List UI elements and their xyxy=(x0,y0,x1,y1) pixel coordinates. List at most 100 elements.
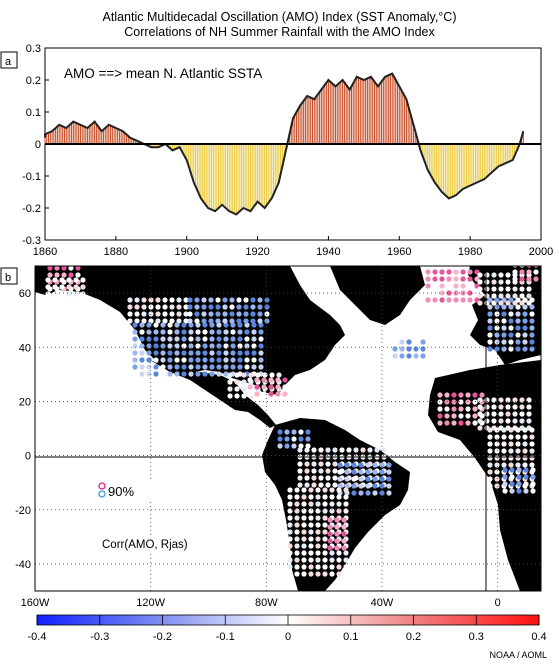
corr-dot xyxy=(284,436,290,442)
corr-dot xyxy=(494,318,500,324)
corr-dot xyxy=(501,346,507,352)
corr-dot xyxy=(45,284,51,290)
corr-dot xyxy=(301,550,307,556)
corr-dot xyxy=(372,469,378,475)
corr-dot xyxy=(494,483,500,489)
corr-dot xyxy=(322,571,328,577)
corr-dot xyxy=(244,350,250,356)
corr-dot xyxy=(425,269,431,275)
corr-dot xyxy=(301,543,307,549)
corr-dot xyxy=(301,487,307,493)
corr-dot xyxy=(258,357,264,363)
corr-dot xyxy=(258,329,264,335)
corr-dot xyxy=(406,339,412,345)
corr-dot xyxy=(47,266,53,271)
corr-dot xyxy=(294,536,300,542)
corr-dot xyxy=(325,447,331,453)
corr-dot xyxy=(446,283,452,289)
corr-dot xyxy=(208,318,214,324)
corr-dot xyxy=(334,538,340,544)
corr-dot xyxy=(460,283,466,289)
corr-dot xyxy=(494,462,500,468)
corr-dot xyxy=(132,364,138,370)
corr-dot xyxy=(275,391,281,397)
corr-dot xyxy=(458,392,464,398)
corr-dot xyxy=(501,339,507,345)
corr-dot xyxy=(287,564,293,570)
corr-dot xyxy=(358,462,364,468)
corr-dot xyxy=(519,418,525,424)
corr-dot xyxy=(329,550,335,556)
corr-dot xyxy=(255,372,261,378)
corr-dot xyxy=(181,357,187,363)
central-america xyxy=(150,360,276,428)
corr-dot xyxy=(153,364,159,370)
corr-dot xyxy=(519,411,525,417)
corr-dot xyxy=(467,297,473,303)
corr-dot xyxy=(494,332,500,338)
corr-dot xyxy=(315,543,321,549)
corr-dot xyxy=(509,481,515,487)
corr-dot xyxy=(413,353,419,359)
corr-dot xyxy=(358,490,364,496)
corr-dot xyxy=(304,447,310,453)
corr-dot xyxy=(59,284,65,290)
corr-dot xyxy=(258,350,264,356)
corr-dot xyxy=(472,413,478,419)
corr-dot xyxy=(284,443,290,449)
corr-dot xyxy=(336,571,342,577)
corr-dot xyxy=(241,393,247,399)
corr-dot xyxy=(315,494,321,500)
corr-dot xyxy=(230,329,236,335)
corr-dot xyxy=(202,357,208,363)
corr-dot xyxy=(341,531,347,537)
corr-dot xyxy=(515,462,521,468)
corr-dot xyxy=(505,397,511,403)
corr-dot xyxy=(155,318,161,324)
corr-dot xyxy=(241,379,247,385)
colorbar-tick-label: -0.1 xyxy=(216,631,235,643)
corr-dot xyxy=(194,297,200,303)
corr-dot xyxy=(268,377,274,383)
corr-dot xyxy=(209,336,215,342)
corr-dot xyxy=(298,443,304,449)
corr-dot xyxy=(372,462,378,468)
corr-dot xyxy=(420,346,426,352)
corr-dot xyxy=(153,371,159,377)
corr-dot xyxy=(420,339,426,345)
corr-dot xyxy=(216,364,222,370)
corr-dot xyxy=(236,311,242,317)
corr-dot xyxy=(341,524,347,530)
y-tick-label: 0.2 xyxy=(26,75,41,87)
corr-dot xyxy=(208,304,214,310)
corr-dot xyxy=(301,536,307,542)
corr-dot xyxy=(301,557,307,563)
corr-dot xyxy=(337,483,343,489)
corr-dot xyxy=(262,372,268,378)
corr-dot xyxy=(275,384,281,390)
corr-dot xyxy=(202,343,208,349)
corr-dot xyxy=(337,462,343,468)
corr-dot xyxy=(413,339,419,345)
corr-dot xyxy=(343,494,349,500)
corr-dot xyxy=(234,393,240,399)
corr-dot xyxy=(181,329,187,335)
corr-dot xyxy=(526,397,532,403)
corr-dot xyxy=(244,343,250,349)
corr-dot xyxy=(202,371,208,377)
corr-dot xyxy=(341,538,347,544)
corr-dot xyxy=(139,336,145,342)
corr-dot xyxy=(183,311,189,317)
corr-dot xyxy=(153,350,159,356)
corr-dot xyxy=(505,279,511,285)
x-tick-label: 1900 xyxy=(174,246,198,258)
corr-dot xyxy=(250,297,256,303)
corr-dot xyxy=(522,346,528,352)
corr-dot xyxy=(315,501,321,507)
corr-dot xyxy=(334,545,340,551)
corr-dot xyxy=(68,272,74,278)
corr-dot xyxy=(251,343,257,349)
corr-dot xyxy=(343,508,349,514)
corr-dot xyxy=(227,379,233,385)
corr-dot xyxy=(509,474,515,480)
